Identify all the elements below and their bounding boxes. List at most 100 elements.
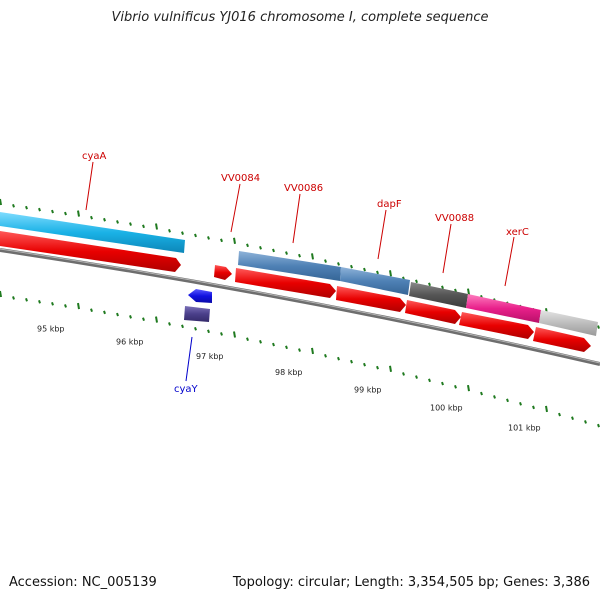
outer-tick	[259, 246, 262, 250]
label-cyaY[interactable]: cyaY	[174, 384, 199, 395]
leader-VV0084	[230, 183, 241, 233]
scale-label: 97 kbp	[196, 352, 224, 361]
inner-tick	[155, 316, 158, 323]
cds-track	[0, 231, 591, 352]
scale-labels: 95 kbp 96 kbp 97 kbp 98 kbp 99 kbp 100 kbp 101…	[37, 325, 541, 433]
gene-bar-dapF[interactable]	[340, 267, 410, 295]
cds-arrow-VV0086[interactable]	[235, 268, 336, 298]
outer-tick	[298, 253, 301, 258]
bottom-feature-track	[184, 289, 212, 322]
outer-tick	[467, 288, 470, 295]
outer-tick	[207, 236, 210, 240]
outer-tick	[246, 243, 249, 248]
gene-bar-VV0086[interactable]	[238, 251, 341, 281]
outer-tick	[168, 228, 171, 233]
inner-tick	[272, 342, 275, 347]
label-VV0084[interactable]: VV0084	[221, 173, 260, 184]
outer-tick	[376, 270, 379, 275]
inner-tick	[51, 302, 54, 306]
outer-tick	[324, 259, 327, 263]
gene-bar-cyaY[interactable]	[184, 306, 210, 322]
cds-arrow-cyaY[interactable]	[188, 289, 212, 303]
label-VV0086[interactable]: VV0086	[284, 183, 323, 194]
outer-tick	[597, 325, 600, 329]
inner-tick	[311, 347, 314, 355]
inner-tick	[493, 395, 496, 399]
inner-tick	[454, 385, 457, 389]
label-dapF[interactable]: dapF	[377, 199, 402, 210]
cds-arrow-VV0084[interactable]	[214, 265, 232, 280]
leader-xerC	[504, 236, 515, 287]
gene-bar-xerC[interactable]	[466, 294, 541, 323]
cds-arrow-cyaA[interactable]	[0, 231, 181, 272]
outer-tick	[272, 248, 275, 253]
sequence-summary: Topology: circular; Length: 3,354,505 bp…	[232, 575, 590, 590]
outer-tick	[77, 210, 80, 217]
feature-labels: cyaA VV0084 VV0086 dapF VV0088 xerC cyaY	[82, 151, 529, 395]
inner-tick	[77, 302, 80, 310]
inner-tick	[64, 304, 67, 308]
backbone-line-highlight	[0, 248, 600, 364]
inner-tick	[38, 300, 41, 304]
inner-tick	[571, 416, 574, 421]
inner-tick	[584, 420, 587, 424]
outer-tick	[38, 207, 41, 212]
outer-tick	[389, 270, 392, 277]
inner-tick	[220, 332, 223, 336]
outer-tick	[12, 204, 15, 208]
cds-arrow-next[interactable]	[533, 327, 591, 352]
inner-tick	[467, 384, 470, 392]
inner-tick	[480, 391, 483, 396]
inner-tick	[168, 322, 171, 326]
label-cyaA[interactable]: cyaA	[82, 151, 107, 162]
inner-tick	[298, 348, 301, 352]
inner-tick	[376, 365, 379, 370]
outer-tick	[363, 267, 366, 272]
leader-dapF	[377, 209, 387, 260]
cds-arrow-VV0088[interactable]	[405, 300, 461, 324]
cds-arrow-xerC[interactable]	[459, 312, 534, 339]
gene-bar-cyaA[interactable]	[0, 212, 185, 253]
outer-tick	[285, 251, 288, 255]
inner-tick	[285, 345, 288, 350]
outer-tick	[194, 233, 197, 238]
inner-tick	[545, 405, 548, 413]
inner-tick	[116, 312, 119, 317]
inner-tick	[25, 298, 28, 302]
accession-label: Accession: NC_005139	[9, 575, 157, 590]
inner-tick	[389, 365, 392, 372]
inner-tick	[519, 402, 522, 406]
outer-tick	[0, 198, 2, 206]
label-xerC[interactable]: xerC	[506, 227, 529, 238]
outer-tick	[116, 220, 119, 224]
gene-bar-gray[interactable]	[539, 310, 598, 336]
inner-tick	[337, 356, 340, 361]
inner-tick	[181, 324, 184, 329]
cds-arrow-dapF[interactable]	[336, 286, 406, 312]
inner-tick	[506, 398, 509, 403]
outer-tick	[220, 238, 223, 243]
inner-tick	[103, 310, 106, 315]
outer-tick	[64, 211, 67, 216]
map-title: Vibrio vulnificus YJ016 chromosome I, co…	[111, 10, 489, 25]
gene-bar-VV0088[interactable]	[409, 282, 468, 308]
inner-tick	[259, 339, 262, 344]
inner-tick	[207, 329, 210, 334]
inner-tick	[233, 331, 236, 338]
inner-tick	[441, 381, 444, 386]
outer-tick	[25, 205, 28, 210]
backbone-line	[0, 248, 600, 366]
inner-tick	[428, 378, 431, 383]
outer-tick	[142, 224, 145, 229]
leader-cyaA	[85, 161, 94, 211]
outer-tick	[311, 253, 314, 260]
scale-label: 100 kbp	[430, 404, 463, 413]
inner-tick	[129, 315, 132, 319]
outer-tick	[441, 285, 444, 290]
inner-tick	[363, 362, 366, 367]
label-VV0088[interactable]: VV0088	[435, 213, 474, 224]
top-feature-track	[0, 212, 598, 336]
inner-tick	[90, 308, 93, 313]
outer-tick	[350, 264, 353, 269]
